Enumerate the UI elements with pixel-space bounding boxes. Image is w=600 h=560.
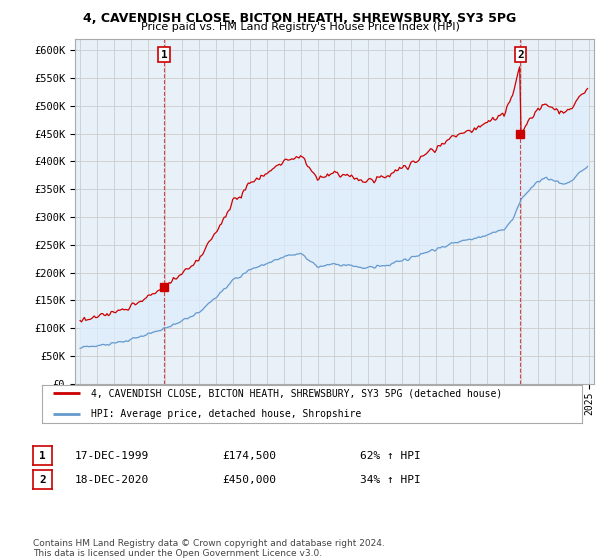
Text: 1: 1: [161, 49, 167, 59]
Text: 17-DEC-1999: 17-DEC-1999: [75, 451, 149, 461]
Text: 4, CAVENDISH CLOSE, BICTON HEATH, SHREWSBURY, SY3 5PG: 4, CAVENDISH CLOSE, BICTON HEATH, SHREWS…: [83, 12, 517, 25]
Text: £174,500: £174,500: [222, 451, 276, 461]
Text: 1: 1: [39, 451, 46, 461]
Text: £450,000: £450,000: [222, 475, 276, 486]
Text: Price paid vs. HM Land Registry's House Price Index (HPI): Price paid vs. HM Land Registry's House …: [140, 22, 460, 32]
Text: 2: 2: [517, 49, 524, 59]
Text: 2: 2: [39, 475, 46, 485]
Text: 4, CAVENDISH CLOSE, BICTON HEATH, SHREWSBURY, SY3 5PG (detached house): 4, CAVENDISH CLOSE, BICTON HEATH, SHREWS…: [91, 388, 502, 398]
Text: 34% ↑ HPI: 34% ↑ HPI: [360, 475, 421, 486]
Text: 62% ↑ HPI: 62% ↑ HPI: [360, 451, 421, 461]
Text: Contains HM Land Registry data © Crown copyright and database right 2024.
This d: Contains HM Land Registry data © Crown c…: [33, 539, 385, 558]
Text: HPI: Average price, detached house, Shropshire: HPI: Average price, detached house, Shro…: [91, 409, 361, 419]
Text: 18-DEC-2020: 18-DEC-2020: [75, 475, 149, 486]
